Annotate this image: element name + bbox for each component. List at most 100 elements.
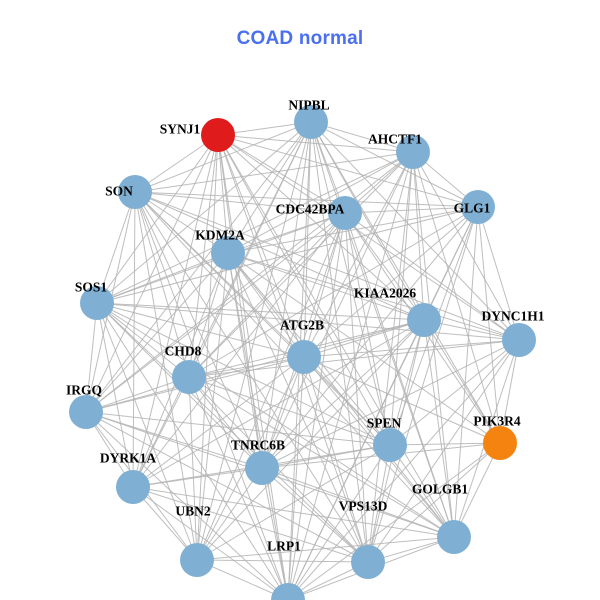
network-node-lrp1[interactable] xyxy=(271,583,305,600)
network-node-synj1[interactable] xyxy=(201,118,235,152)
network-edge xyxy=(96,302,134,488)
network-node-ubn2[interactable] xyxy=(180,543,214,577)
network-node-irgq[interactable] xyxy=(69,395,103,429)
network-edge xyxy=(303,121,312,358)
network-edge xyxy=(188,376,263,469)
network-edge xyxy=(134,121,312,193)
network-edge xyxy=(96,191,136,304)
network-edge xyxy=(134,191,346,214)
network-edge xyxy=(196,536,455,561)
network-edge xyxy=(85,134,219,413)
network-edge xyxy=(310,121,455,538)
network-edge xyxy=(310,121,479,208)
network-edge xyxy=(96,302,455,538)
network-edge xyxy=(217,134,479,208)
network-edge xyxy=(310,121,414,153)
network-edge xyxy=(188,252,229,378)
network-node-vps13d[interactable] xyxy=(351,545,385,579)
network-edge xyxy=(344,212,455,538)
network-edge xyxy=(132,376,190,488)
network-edge xyxy=(287,356,305,600)
network-edge xyxy=(303,356,501,444)
network-edge xyxy=(134,191,479,208)
network-edge xyxy=(217,134,263,469)
network-edge xyxy=(196,444,391,561)
network-edge xyxy=(217,134,455,538)
network-edge xyxy=(134,151,414,193)
network-edge xyxy=(134,191,198,561)
network-edge xyxy=(85,411,263,469)
network-edge xyxy=(85,411,289,600)
network-edge xyxy=(132,467,263,488)
network-edge xyxy=(134,191,263,469)
network-node-glg1[interactable] xyxy=(461,190,495,224)
network-edge xyxy=(134,191,190,378)
network-edge xyxy=(287,151,414,600)
network-edge xyxy=(261,206,479,469)
network-node-dyrk1a[interactable] xyxy=(116,470,150,504)
network-edge xyxy=(96,302,391,446)
network-node-atg2b[interactable] xyxy=(287,340,321,374)
network-edge xyxy=(96,121,312,304)
network-node-tnrc6b[interactable] xyxy=(245,451,279,485)
network-edge xyxy=(367,339,520,563)
network-edge xyxy=(188,206,479,378)
network-edge xyxy=(217,134,414,153)
network-edge xyxy=(217,134,425,321)
network-edge xyxy=(389,319,425,446)
network-edge xyxy=(196,467,263,561)
network-edge xyxy=(227,252,263,469)
network-edge xyxy=(188,339,520,378)
network-edge xyxy=(261,356,305,469)
node-layer xyxy=(69,105,536,600)
network-edge xyxy=(453,206,479,538)
network-edge xyxy=(453,442,501,538)
network-node-golgb1[interactable] xyxy=(437,520,471,554)
network-node-nipbl[interactable] xyxy=(294,105,328,139)
network-edge xyxy=(85,121,312,413)
network-edge xyxy=(303,356,369,563)
network-edge xyxy=(477,206,501,444)
network-edge xyxy=(134,191,369,563)
network-edge xyxy=(344,212,369,563)
network-edge xyxy=(85,302,98,413)
network-node-dync1h1[interactable] xyxy=(502,323,536,357)
page-title: COAD normal xyxy=(236,28,364,49)
network-edge xyxy=(132,134,219,488)
network-node-sos1[interactable] xyxy=(80,286,114,320)
network-edge xyxy=(310,121,520,341)
network-node-chd8[interactable] xyxy=(172,360,206,394)
network-edge xyxy=(217,134,391,446)
network-edge xyxy=(85,411,369,563)
network-node-kdm2a[interactable] xyxy=(211,236,245,270)
network-edge xyxy=(261,121,312,469)
network-edge xyxy=(227,252,289,600)
network-edge xyxy=(134,191,520,341)
network-edge xyxy=(344,212,520,341)
network-node-kiaa2026[interactable] xyxy=(407,303,441,337)
network-edge xyxy=(188,212,346,378)
network-node-cdc42bpa[interactable] xyxy=(328,196,362,230)
network-edge xyxy=(261,467,289,600)
network-edge xyxy=(287,339,520,600)
network-edge xyxy=(261,151,414,469)
network-node-ahctf1[interactable] xyxy=(396,135,430,169)
network-node-spen[interactable] xyxy=(373,428,407,462)
network-edge xyxy=(134,191,289,600)
network-edge xyxy=(261,319,425,469)
network-node-pik3r4[interactable] xyxy=(483,426,517,460)
network-edge xyxy=(188,376,289,600)
network-edge xyxy=(196,212,346,561)
network-edge xyxy=(344,212,425,321)
network-edge xyxy=(287,319,425,600)
network-edge xyxy=(96,302,425,321)
network-node-son[interactable] xyxy=(118,175,152,209)
network-edge xyxy=(303,212,346,358)
network-edge xyxy=(477,206,520,341)
network-edge xyxy=(96,302,190,378)
network-edge xyxy=(344,206,479,214)
network-edge xyxy=(132,212,346,488)
network-edge xyxy=(310,121,369,563)
network-edge xyxy=(367,206,479,563)
